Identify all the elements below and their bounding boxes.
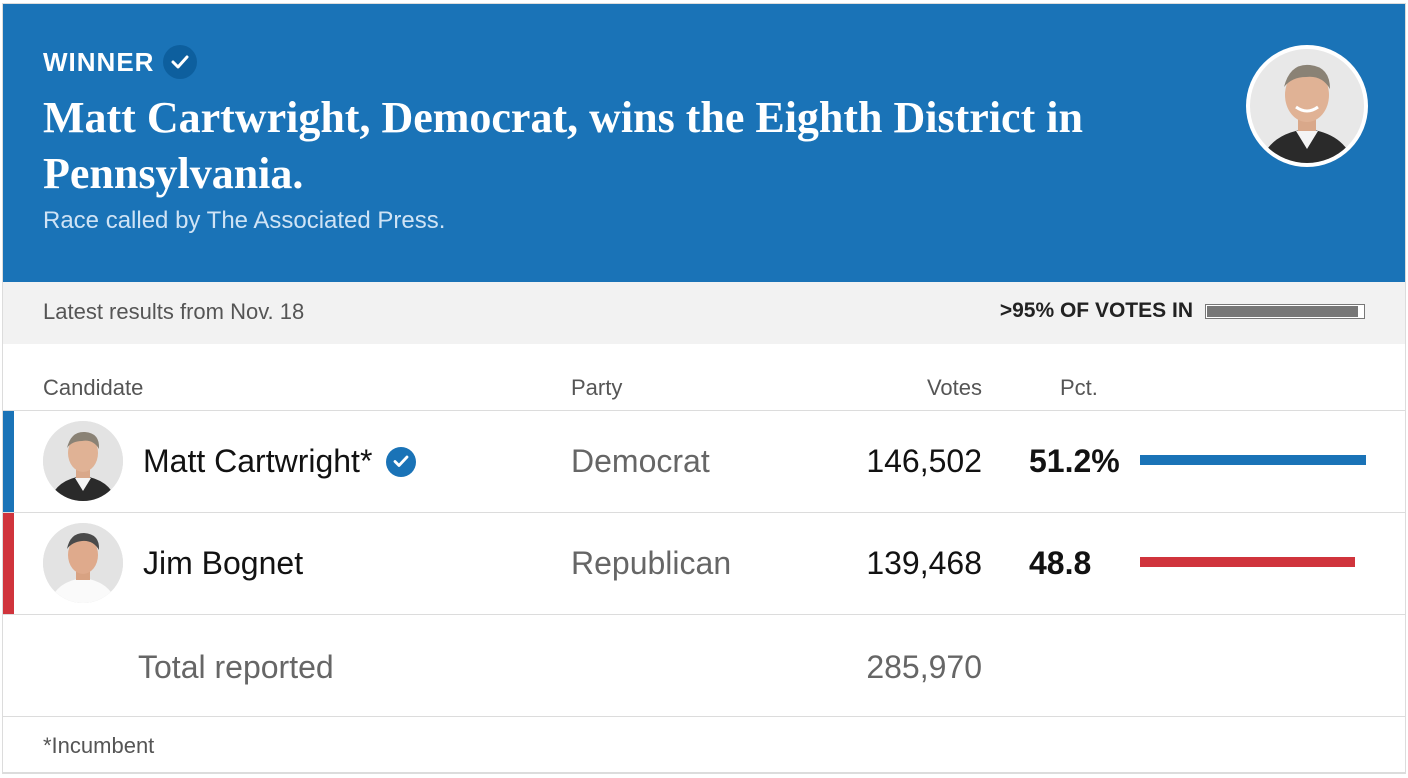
- party-stripe: [3, 411, 14, 512]
- votes-in-progress-fill: [1207, 305, 1359, 317]
- winner-label: WINNER: [43, 46, 155, 77]
- headline: Matt Cartwright, Democrat, wins the Eigh…: [43, 93, 1083, 198]
- column-header-votes: Votes: [926, 375, 982, 400]
- results-status-bar: Latest results from Nov. 18 >95% OF VOTE…: [3, 282, 1405, 344]
- column-header-candidate: Candidate: [43, 375, 144, 400]
- footnote-row: *Incumbent: [3, 716, 1405, 772]
- pct-bar-track: [1140, 455, 1366, 465]
- candidate-votes: 139,468: [866, 545, 982, 581]
- column-header-pct: Pct.: [1060, 375, 1098, 400]
- winner-banner: WINNER Matt Cartwright, Democrat, wins t…: [3, 4, 1405, 282]
- total-label: Total reported: [138, 649, 334, 685]
- table-row: Jim Bognet Republican 139,468 48.8: [3, 512, 1405, 614]
- total-row: Total reported 285,970: [3, 614, 1405, 717]
- election-result-card: WINNER Matt Cartwright, Democrat, wins t…: [2, 3, 1406, 774]
- winner-check-icon: [163, 45, 198, 79]
- candidate-party: Democrat: [571, 443, 710, 479]
- candidate-party: Republican: [571, 545, 732, 581]
- votes-in-indicator: >95% OF VOTES IN: [1000, 299, 1365, 323]
- total-votes: 285,970: [866, 649, 982, 685]
- candidate-pct: 51.2%: [1029, 443, 1120, 479]
- votes-in-progress-bar: [1205, 303, 1365, 319]
- latest-results-note: Latest results from Nov. 18: [43, 299, 305, 324]
- candidate-avatar: [43, 421, 123, 501]
- winner-check-icon: [386, 446, 417, 477]
- race-called-note: Race called by The Associated Press.: [43, 207, 446, 234]
- pct-bar: [1140, 455, 1366, 465]
- candidate-avatar: [43, 523, 123, 603]
- table-row: Matt Cartwright* Democrat 146,502 51.2%: [3, 410, 1405, 512]
- candidate-name: Jim Bognet: [143, 545, 303, 582]
- column-header-party: Party: [571, 375, 623, 400]
- candidate-name-text: Jim Bognet: [143, 545, 304, 581]
- candidate-pct: 48.8: [1029, 545, 1092, 581]
- candidate-name-text: Matt Cartwright*: [143, 443, 373, 479]
- candidate-votes: 146,502: [866, 443, 982, 479]
- incumbent-footnote: *Incumbent: [43, 733, 155, 758]
- candidate-name: Matt Cartwright*: [143, 443, 417, 480]
- winner-row: WINNER: [43, 45, 198, 79]
- party-stripe: [3, 513, 14, 614]
- winner-avatar: [1246, 45, 1368, 167]
- pct-bar: [1140, 557, 1356, 567]
- votes-in-label: >95% OF VOTES IN: [999, 299, 1193, 322]
- pct-bar-track: [1140, 557, 1366, 567]
